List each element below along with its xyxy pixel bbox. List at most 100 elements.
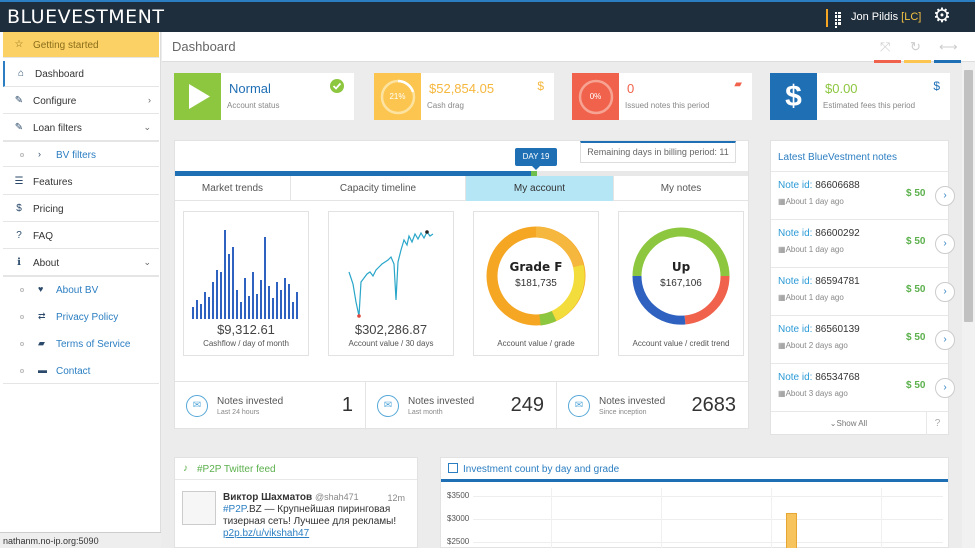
cashflow-value: $9,312.61: [217, 322, 275, 337]
tab-market-trends[interactable]: Market trends: [175, 176, 291, 201]
tab-capacity-timeline[interactable]: Capacity timeline: [291, 176, 466, 201]
account-value: $302,286.87: [354, 322, 428, 337]
cashflow-widget[interactable]: $9,312.61 Cashflow / day of month: [183, 211, 309, 356]
account-value-widget[interactable]: $302,286.87 Account value / 30 days: [328, 211, 454, 356]
sidebar-item-configure[interactable]: ✎ Configure ›: [3, 88, 159, 114]
info-icon: ℹ: [17, 257, 21, 268]
credit-trend-donut-chart: Up $167,106: [632, 227, 730, 325]
note-amount: $ 50: [906, 332, 926, 343]
collapse-icon[interactable]: ⟷: [939, 39, 958, 54]
calendar-icon: ▦: [778, 341, 786, 350]
cash-drag-gauge: 21%: [374, 73, 421, 120]
stat-value: $0.00: [825, 81, 858, 96]
sidebar-item-about-bv[interactable]: ♥ About BV: [3, 277, 159, 303]
sidebar-item-dashboard[interactable]: ⌂ Dashboard: [3, 61, 159, 87]
sidebar-item-label: Loan filters: [33, 123, 82, 134]
trend-caption: Account value / credit trend: [632, 339, 730, 348]
list-item[interactable]: Note id: 86600292 ▦About 1 day ago $ 50 …: [771, 219, 955, 267]
chart-bar[interactable]: [786, 513, 797, 548]
stat-issued-notes[interactable]: 0% 0 Issued notes this period ▰: [572, 73, 752, 120]
gauge-percent: 21%: [389, 92, 406, 101]
calendar-icon: [448, 463, 458, 473]
investment-count-header: Investment count by day and grade: [441, 458, 948, 482]
chevron-right-icon[interactable]: ›: [935, 186, 955, 206]
sidebar-item-about[interactable]: ℹ About ⌄: [3, 250, 159, 276]
scrollbar[interactable]: [962, 62, 975, 548]
note-id: 86606688: [815, 180, 860, 191]
avatar[interactable]: [182, 491, 216, 525]
sidebar-item-loan-filters[interactable]: ✎ Loan filters ⌄: [3, 115, 159, 141]
chevron-right-icon: ›: [38, 149, 41, 159]
sidebar: ☆ Getting started ⌂ Dashboard ✎ Configur…: [0, 32, 161, 548]
investment-count-title: Investment count by day and grade: [463, 464, 620, 475]
cashflow-bar-chart: [192, 230, 298, 319]
sidebar-item-privacy-policy[interactable]: ⇄ Privacy Policy: [3, 304, 159, 330]
trend-value: $167,106: [660, 278, 702, 289]
help-button[interactable]: ?: [926, 411, 948, 435]
tweet-time: 12m: [387, 493, 405, 503]
play-icon: [174, 73, 221, 120]
tweet-author-name: Виктор Шахматов: [223, 492, 313, 503]
user-menu[interactable]: Jon Pildis [LC]: [851, 11, 921, 23]
refresh-icon[interactable]: ↻: [910, 39, 921, 54]
note-id: 86560139: [815, 324, 860, 335]
tweet-link[interactable]: p2p.bz/u/vikshah47: [223, 528, 310, 539]
question-icon: ?: [16, 230, 22, 241]
sidebar-item-contact[interactable]: ▬ Contact: [3, 358, 159, 384]
note-id: 86600292: [815, 228, 860, 239]
list-item[interactable]: Note id: 86594781 ▦About 1 day ago $ 50 …: [771, 267, 955, 315]
issued-gauge: 0%: [572, 73, 619, 120]
grid-line: [661, 488, 662, 548]
notes-invested-count: 1: [341, 394, 353, 416]
wrench-icon: ✎: [14, 122, 24, 133]
home-icon: ⌂: [17, 68, 25, 79]
brand-logo[interactable]: BLUEVESTMENT: [7, 6, 165, 28]
chevron-right-icon[interactable]: ›: [935, 330, 955, 350]
toolbar-underline-red: [874, 60, 901, 63]
y-tick-label: $2500: [447, 537, 470, 546]
note-time: About 3 days ago: [785, 389, 848, 398]
show-all-button[interactable]: ⌄Show All: [771, 411, 926, 435]
grid-line: [551, 488, 552, 548]
notes-invested-sub: Since inception: [599, 409, 647, 416]
sidebar-item-terms[interactable]: ▰ Terms of Service: [3, 331, 159, 357]
notes-invested-count: 2683: [691, 394, 737, 416]
book-icon: ▰: [734, 79, 742, 90]
trend-label: Up: [672, 260, 691, 274]
notes-invested-row: ✉ Notes invested Last 24 hours 1 ✉ Notes…: [175, 381, 748, 430]
sidebar-item-getting-started[interactable]: ☆ Getting started: [3, 32, 159, 58]
stat-account-status[interactable]: Normal Account status: [174, 73, 354, 120]
apps-grid-icon[interactable]: [835, 12, 845, 28]
sidebar-item-pricing[interactable]: $ Pricing: [3, 196, 159, 222]
list-item[interactable]: Note id: 86606688 ▦About 1 day ago $ 50 …: [771, 171, 955, 219]
fullscreen-icon[interactable]: ⤧: [880, 39, 891, 54]
check-circle-icon: [330, 79, 344, 96]
stat-label: Account status: [227, 101, 280, 110]
star-icon: ☆: [14, 39, 24, 50]
tab-my-account[interactable]: My account: [466, 176, 614, 201]
tab-my-notes[interactable]: My notes: [660, 183, 702, 194]
sidebar-item-bv-filters[interactable]: › BV filters: [3, 142, 159, 168]
sidebar-item-features[interactable]: ☰ Features: [3, 169, 159, 195]
notes-invested-24h: ✉ Notes invested Last 24 hours 1: [175, 382, 366, 430]
notes-invested-title: Notes invested: [599, 396, 666, 407]
grid-line: [473, 496, 943, 497]
list-icon: ☰: [14, 176, 24, 187]
credit-trend-widget[interactable]: Up $167,106 Account value / credit trend: [618, 211, 744, 356]
tweet-author[interactable]: Виктор Шахматов @shah471: [223, 492, 359, 503]
stat-cash-drag[interactable]: 21% $52,854.05 Cash drag $: [374, 73, 554, 120]
stat-estimated-fees[interactable]: $ $0.00 Estimated fees this period $: [770, 73, 950, 120]
day-badge: DAY 19: [515, 148, 557, 170]
gear-icon[interactable]: ⚙: [933, 5, 951, 27]
sidebar-item-label: About: [33, 258, 60, 269]
grade-widget[interactable]: Grade F $181,735 Account value / grade: [473, 211, 599, 356]
chevron-right-icon[interactable]: ›: [935, 378, 955, 398]
sidebar-item-faq[interactable]: ? FAQ: [3, 223, 159, 249]
list-item[interactable]: Note id: 86560139 ▦About 2 days ago $ 50…: [771, 315, 955, 363]
dollar-icon: $: [537, 79, 544, 93]
chevron-right-icon[interactable]: ›: [935, 282, 955, 302]
tweet-hashtag[interactable]: #P2P: [223, 504, 247, 515]
chevron-right-icon[interactable]: ›: [935, 234, 955, 254]
scrollbar-thumb[interactable]: [964, 70, 973, 322]
list-item[interactable]: Note id: 86534768 ▦About 3 days ago $ 50…: [771, 363, 955, 411]
